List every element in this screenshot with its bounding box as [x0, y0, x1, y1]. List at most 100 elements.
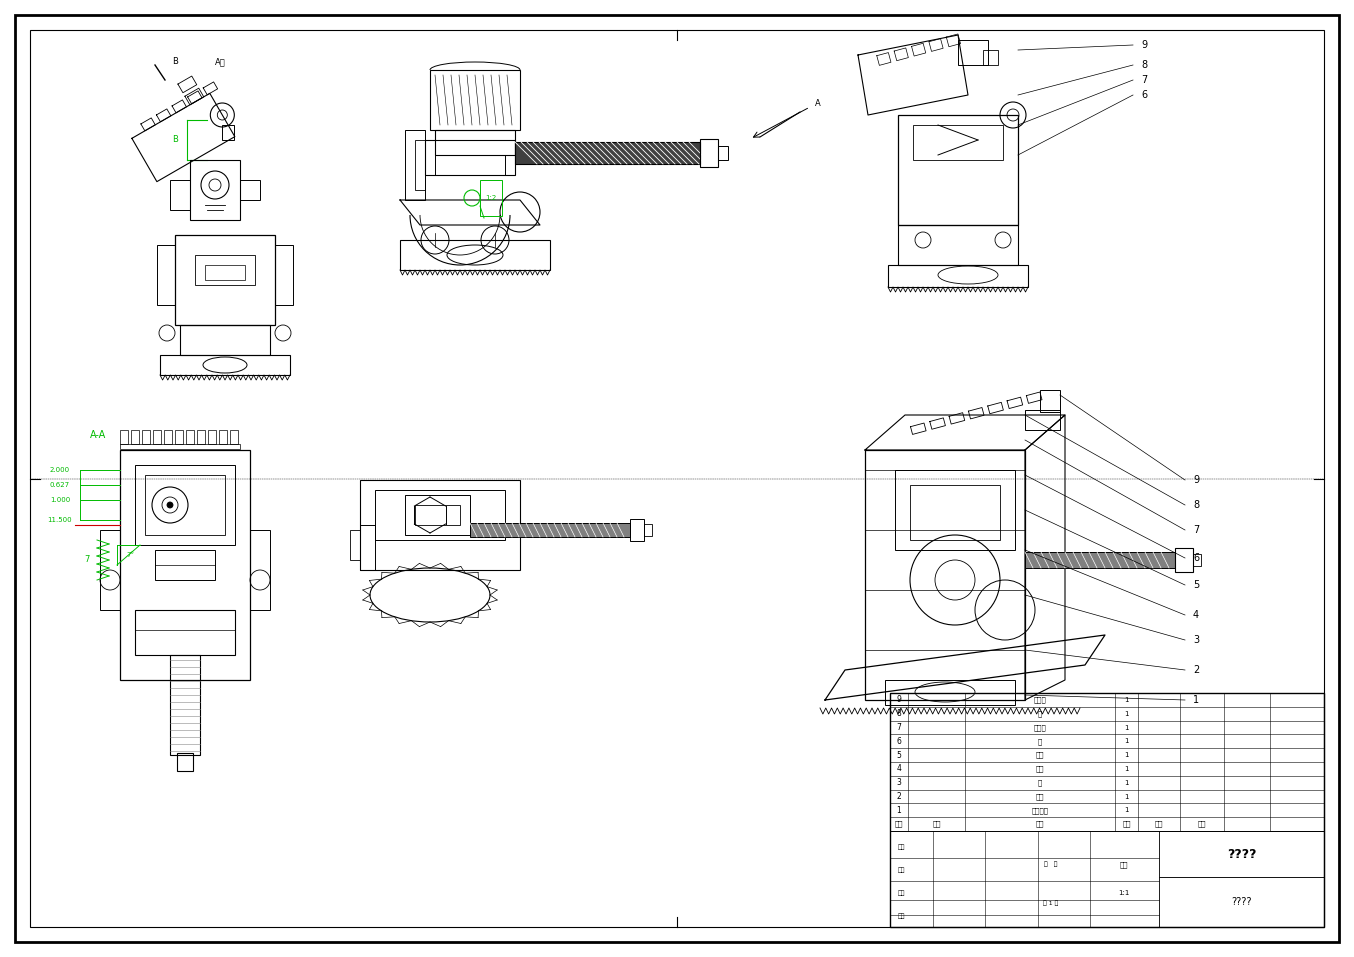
- Bar: [275, 245, 292, 305]
- Bar: [222, 125, 234, 141]
- Bar: [157, 245, 175, 305]
- Bar: [190, 160, 240, 220]
- Text: 比例: 比例: [1120, 861, 1129, 868]
- Text: 油缸泵体: 油缸泵体: [1032, 807, 1048, 813]
- Bar: [700, 139, 718, 167]
- Text: 6: 6: [1193, 553, 1200, 563]
- Bar: [1193, 554, 1201, 566]
- Text: A: A: [815, 100, 821, 108]
- Bar: [135, 465, 236, 545]
- Bar: [898, 225, 1018, 265]
- Text: 油: 油: [1039, 738, 1043, 745]
- Bar: [360, 480, 520, 570]
- Bar: [888, 265, 1028, 287]
- Text: 1: 1: [1124, 724, 1129, 730]
- Text: 1: 1: [1124, 780, 1129, 786]
- Text: 3: 3: [896, 778, 902, 788]
- Text: 审定: 审定: [898, 914, 906, 920]
- Text: 1: 1: [1124, 766, 1129, 772]
- Text: A向: A向: [215, 57, 225, 66]
- Bar: [145, 475, 225, 535]
- Text: 1: 1: [1124, 738, 1129, 745]
- Bar: [219, 430, 227, 444]
- Text: 7: 7: [896, 723, 902, 732]
- Bar: [154, 550, 215, 580]
- Bar: [890, 693, 1324, 927]
- Bar: [360, 525, 375, 570]
- Bar: [959, 40, 988, 65]
- Text: 共   张: 共 张: [1044, 862, 1057, 867]
- Bar: [425, 140, 515, 175]
- Text: ????: ????: [1227, 848, 1257, 860]
- Text: 8: 8: [1193, 500, 1200, 510]
- Bar: [121, 450, 250, 680]
- Bar: [196, 430, 204, 444]
- Bar: [414, 505, 460, 525]
- Text: 4: 4: [1193, 610, 1200, 620]
- Text: 1: 1: [1124, 793, 1129, 799]
- Text: 校核: 校核: [898, 868, 906, 873]
- Bar: [171, 655, 200, 755]
- Bar: [131, 430, 139, 444]
- Text: 1: 1: [1124, 711, 1129, 717]
- Text: 设计: 设计: [898, 845, 906, 850]
- Text: 代号: 代号: [933, 821, 941, 828]
- Bar: [153, 430, 161, 444]
- Bar: [405, 495, 470, 535]
- Text: 1:1: 1:1: [1118, 890, 1131, 897]
- Bar: [175, 430, 183, 444]
- Text: 键: 键: [1039, 710, 1043, 717]
- Bar: [435, 155, 505, 175]
- Bar: [250, 530, 269, 610]
- Text: 4: 4: [896, 765, 902, 773]
- Text: 2: 2: [1193, 665, 1200, 675]
- Bar: [399, 240, 550, 270]
- Text: 数量: 数量: [1122, 821, 1131, 828]
- Bar: [177, 753, 194, 771]
- Bar: [983, 50, 998, 65]
- Text: 1: 1: [896, 806, 902, 814]
- Bar: [1025, 410, 1060, 430]
- Text: 油缸盖: 油缸盖: [1033, 724, 1047, 731]
- Bar: [164, 430, 172, 444]
- Bar: [121, 430, 129, 444]
- Bar: [405, 130, 425, 200]
- Text: 2: 2: [896, 792, 902, 801]
- Bar: [895, 470, 1016, 550]
- Bar: [175, 235, 275, 325]
- Bar: [180, 325, 269, 355]
- Text: 7: 7: [84, 555, 89, 565]
- Text: B: B: [172, 136, 179, 145]
- Bar: [470, 523, 630, 537]
- Bar: [1159, 878, 1324, 927]
- Bar: [195, 255, 255, 285]
- Bar: [890, 693, 1324, 831]
- Bar: [898, 115, 1018, 225]
- Text: 工艺: 工艺: [898, 891, 906, 896]
- Bar: [171, 180, 190, 210]
- Bar: [160, 355, 290, 375]
- Bar: [1159, 831, 1324, 878]
- Text: ????: ????: [1231, 897, 1252, 907]
- Bar: [1025, 552, 1175, 568]
- Text: B: B: [172, 57, 177, 66]
- Bar: [185, 430, 194, 444]
- Text: 7: 7: [1193, 525, 1200, 535]
- Text: 6: 6: [896, 737, 902, 746]
- Bar: [1040, 390, 1060, 412]
- Bar: [142, 430, 150, 444]
- Bar: [349, 530, 360, 560]
- Text: 9: 9: [1141, 40, 1147, 50]
- Text: 2.000: 2.000: [50, 467, 70, 473]
- Text: 5: 5: [896, 750, 902, 760]
- Text: 接头: 接头: [1036, 793, 1044, 800]
- Text: 活塞杆: 活塞杆: [1033, 697, 1047, 703]
- Text: 缸筒: 缸筒: [1036, 766, 1044, 772]
- Text: 缸: 缸: [1039, 779, 1043, 786]
- Text: 1:2: 1:2: [485, 195, 497, 201]
- Bar: [431, 70, 520, 130]
- Bar: [100, 530, 121, 610]
- Text: 1.000: 1.000: [50, 497, 70, 503]
- Bar: [645, 524, 653, 536]
- Text: A-A: A-A: [89, 430, 106, 440]
